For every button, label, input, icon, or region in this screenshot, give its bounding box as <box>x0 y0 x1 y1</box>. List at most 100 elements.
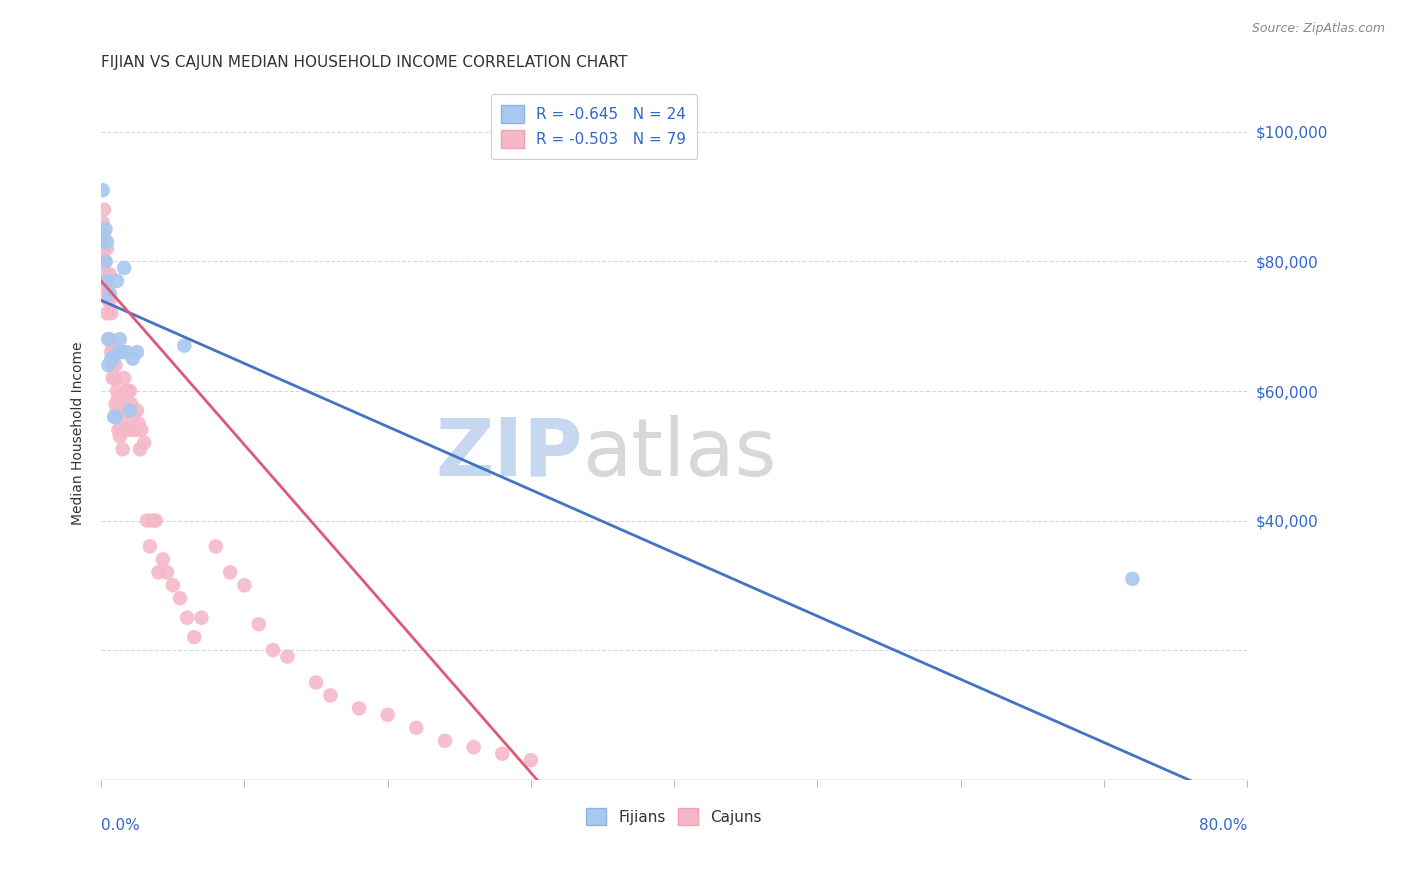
Point <box>111 423 134 437</box>
Point <box>117 423 139 437</box>
Point <box>204 540 226 554</box>
Point <box>97 358 120 372</box>
Point <box>148 566 170 580</box>
Text: 0.0%: 0.0% <box>101 818 141 833</box>
Point <box>463 740 485 755</box>
Point <box>96 242 118 256</box>
Point <box>94 254 117 268</box>
Point <box>93 202 115 217</box>
Point <box>105 274 128 288</box>
Point <box>104 397 127 411</box>
Text: FIJIAN VS CAJUN MEDIAN HOUSEHOLD INCOME CORRELATION CHART: FIJIAN VS CAJUN MEDIAN HOUSEHOLD INCOME … <box>101 55 627 70</box>
Point <box>120 397 142 411</box>
Point <box>173 339 195 353</box>
Point <box>319 689 342 703</box>
Point <box>128 442 150 457</box>
Point <box>233 578 256 592</box>
Point <box>121 409 143 424</box>
Text: ZIP: ZIP <box>436 415 582 493</box>
Point <box>98 268 121 282</box>
Point <box>122 423 145 437</box>
Point <box>121 351 143 366</box>
Point <box>107 391 129 405</box>
Point <box>93 254 115 268</box>
Point <box>97 332 120 346</box>
Point <box>101 351 124 366</box>
Point <box>98 332 121 346</box>
Point <box>101 358 124 372</box>
Point <box>105 403 128 417</box>
Point <box>107 345 129 359</box>
Y-axis label: Median Household Income: Median Household Income <box>72 342 86 524</box>
Point <box>162 578 184 592</box>
Point <box>97 332 120 346</box>
Point <box>98 293 121 308</box>
Point <box>1121 572 1143 586</box>
Point <box>190 610 212 624</box>
Point <box>136 514 159 528</box>
Point <box>118 384 141 398</box>
Point <box>98 286 121 301</box>
Point <box>96 274 118 288</box>
Point <box>101 339 124 353</box>
Point <box>96 235 118 249</box>
Point <box>114 384 136 398</box>
Legend: Fijians, Cajuns: Fijians, Cajuns <box>581 802 768 830</box>
Point <box>94 222 117 236</box>
Point <box>219 566 242 580</box>
Point <box>125 403 148 417</box>
Point <box>94 286 117 301</box>
Point <box>96 306 118 320</box>
Point <box>276 649 298 664</box>
Point <box>111 442 134 457</box>
Point <box>108 391 131 405</box>
Point <box>127 417 149 431</box>
Point <box>118 403 141 417</box>
Point <box>176 610 198 624</box>
Point <box>105 384 128 398</box>
Point <box>115 384 138 398</box>
Point <box>156 566 179 580</box>
Point <box>112 403 135 417</box>
Point <box>108 332 131 346</box>
Point <box>347 701 370 715</box>
Point <box>115 345 138 359</box>
Text: 80.0%: 80.0% <box>1199 818 1247 833</box>
Point <box>125 345 148 359</box>
Point <box>104 409 127 424</box>
Point <box>91 183 114 197</box>
Point <box>247 617 270 632</box>
Point <box>377 707 399 722</box>
Point <box>139 540 162 554</box>
Point <box>91 242 114 256</box>
Point <box>103 409 125 424</box>
Point <box>94 268 117 282</box>
Point <box>152 552 174 566</box>
Point <box>134 435 156 450</box>
Point <box>111 345 134 359</box>
Point <box>262 643 284 657</box>
Point <box>103 345 125 359</box>
Point <box>100 306 122 320</box>
Point <box>110 417 132 431</box>
Point <box>107 423 129 437</box>
Point <box>100 345 122 359</box>
Point <box>405 721 427 735</box>
Point <box>131 423 153 437</box>
Point <box>169 591 191 606</box>
Point <box>112 260 135 275</box>
Point <box>183 630 205 644</box>
Point <box>97 293 120 308</box>
Point <box>93 235 115 249</box>
Point <box>93 228 115 243</box>
Point <box>117 403 139 417</box>
Point <box>100 351 122 366</box>
Point <box>96 280 118 294</box>
Point <box>491 747 513 761</box>
Point <box>433 733 456 747</box>
Point <box>520 753 543 767</box>
Point <box>94 254 117 268</box>
Point <box>145 514 167 528</box>
Point <box>112 371 135 385</box>
Point <box>104 358 127 372</box>
